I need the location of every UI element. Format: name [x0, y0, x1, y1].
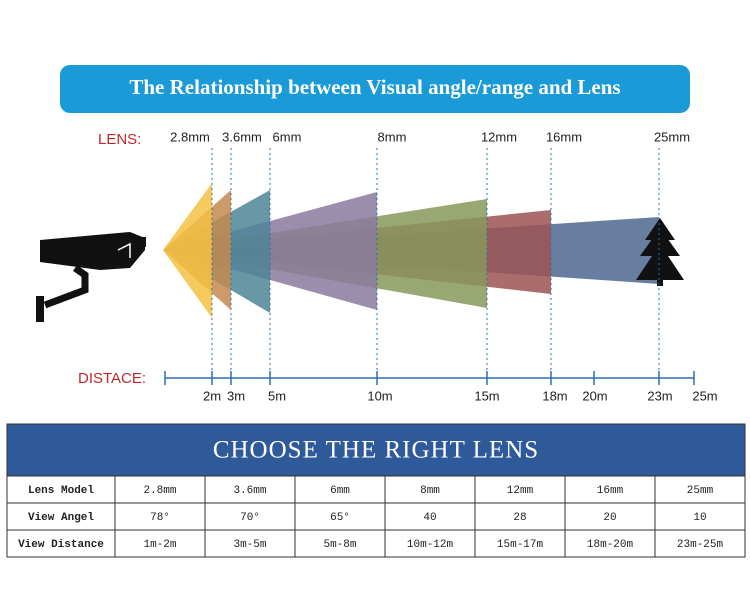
cell-text: 8mm: [420, 485, 440, 497]
table-cell: [114, 475, 206, 504]
table-cell: [654, 475, 746, 504]
lens-label: 8mm: [378, 129, 407, 144]
cell-text: 25mm: [687, 485, 714, 497]
cell-text: 40: [423, 512, 436, 524]
view-wedges: [163, 183, 659, 318]
camera-icon: [36, 232, 146, 322]
cell-text: 23m-25m: [677, 539, 724, 551]
row-header: View Distance: [18, 539, 104, 551]
lens-label: 16mm: [546, 129, 582, 144]
cell-text: 70°: [240, 512, 260, 524]
cell-text: 3.6mm: [233, 485, 266, 497]
distance-label: 10m: [367, 388, 392, 403]
cell-text: 65°: [330, 512, 350, 524]
view-wedge: [163, 183, 212, 318]
cell-text: 18m-20m: [587, 539, 634, 551]
table-border: [6, 423, 746, 558]
table-cell: [474, 529, 566, 558]
distance-label: 2m: [203, 388, 221, 403]
cell-text: 6mm: [330, 485, 350, 497]
table-cell: [6, 529, 116, 558]
row-header: Lens Model: [28, 485, 94, 497]
cell-text: 1m-2m: [143, 539, 176, 551]
row-header: View Angel: [28, 512, 94, 524]
cell-text: 78°: [150, 512, 170, 524]
distance-label: 5m: [268, 388, 286, 403]
lens-label: 3.6mm: [222, 129, 262, 144]
cell-text: 10: [693, 512, 706, 524]
title-banner: [60, 65, 690, 113]
table-cell: [384, 529, 476, 558]
cell-text: 20: [603, 512, 616, 524]
lens-label: 6mm: [273, 129, 302, 144]
table-cell: [204, 475, 296, 504]
lens-label: 12mm: [481, 129, 517, 144]
cell-text: 28: [513, 512, 526, 524]
distance-label: 23m: [647, 388, 672, 403]
cell-text: 3m-5m: [233, 539, 266, 551]
tree-icon: [636, 218, 684, 286]
table-cell: [564, 475, 656, 504]
table-title: CHOOSE THE RIGHT LENS: [213, 437, 539, 464]
table-cell: [564, 529, 656, 558]
table-cell: [294, 475, 386, 504]
title: The Relationship between Visual angle/ra…: [129, 75, 620, 99]
table-cell: [204, 502, 296, 531]
cell-text: 15m-17m: [497, 539, 544, 551]
lens-label: 2.8mm: [170, 129, 210, 144]
cell-text: 12mm: [507, 485, 534, 497]
distance-label: 20m: [582, 388, 607, 403]
cell-text: 2.8mm: [143, 485, 176, 497]
cell-text: 5m-8m: [323, 539, 356, 551]
cell-text: 10m-12m: [407, 539, 454, 551]
distance-label: 15m: [474, 388, 499, 403]
distance-label: DISTACE:: [78, 370, 146, 387]
lens-label: 25mm: [654, 129, 690, 144]
distance-label: 25m: [692, 388, 717, 403]
lens-label: LENS:: [98, 131, 141, 148]
distance-label: 18m: [542, 388, 567, 403]
table-cell: [294, 502, 386, 531]
distance-label: 3m: [227, 388, 245, 403]
table-cell: [474, 475, 566, 504]
cell-text: 16mm: [597, 485, 624, 497]
table-cell: [294, 529, 386, 558]
table-header: [7, 424, 745, 476]
table-cell: [204, 529, 296, 558]
